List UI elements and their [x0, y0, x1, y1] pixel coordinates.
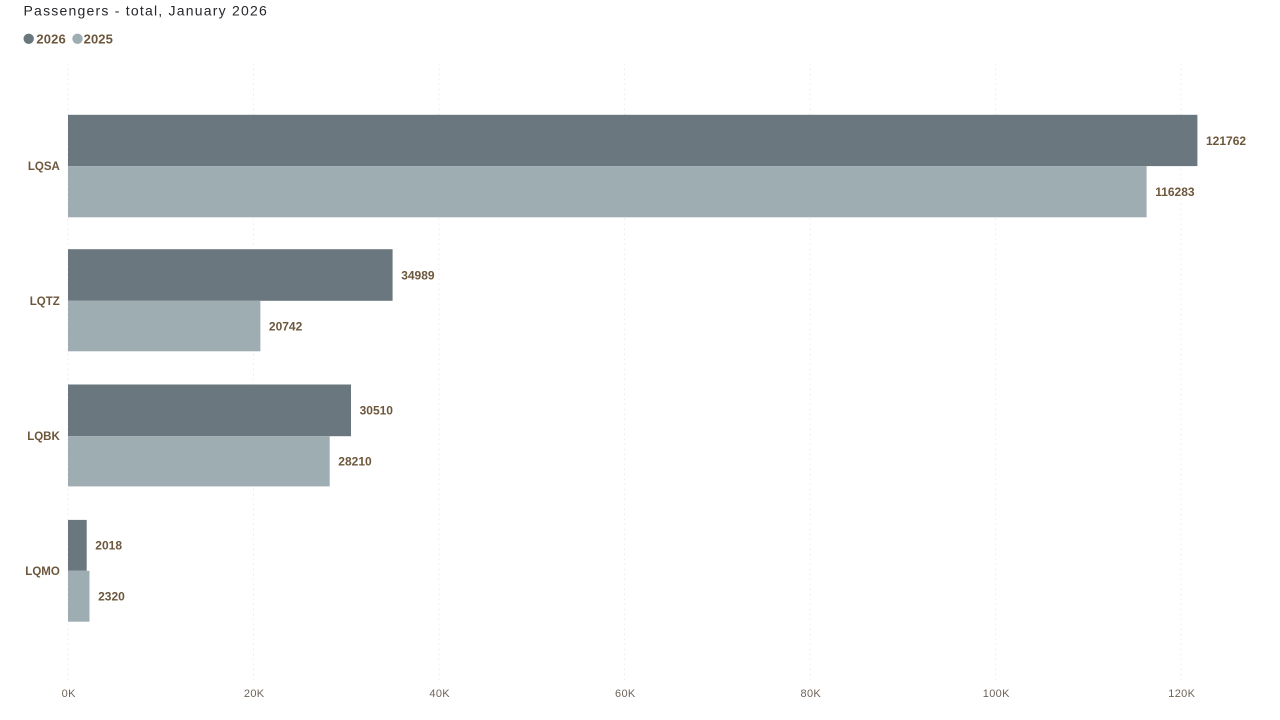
svg-text:0K: 0K [62, 688, 76, 700]
svg-text:116283: 116283 [1155, 185, 1195, 199]
svg-text:2018: 2018 [95, 539, 122, 553]
svg-text:LQBK: LQBK [27, 431, 60, 443]
svg-text:2025: 2025 [84, 31, 113, 46]
svg-text:2320: 2320 [98, 590, 125, 604]
svg-text:100K: 100K [983, 688, 1010, 700]
svg-text:120K: 120K [1168, 688, 1195, 700]
svg-text:20K: 20K [244, 688, 265, 700]
svg-text:LQTZ: LQTZ [30, 296, 60, 308]
svg-text:30510: 30510 [360, 404, 394, 418]
svg-text:Passengers - total, January 20: Passengers - total, January 2026 [24, 2, 269, 18]
svg-text:LQSA: LQSA [28, 161, 60, 173]
svg-text:121762: 121762 [1206, 134, 1246, 148]
svg-text:80K: 80K [800, 688, 821, 700]
svg-text:40K: 40K [429, 688, 450, 700]
svg-text:28210: 28210 [338, 455, 372, 469]
svg-text:LQMO: LQMO [25, 566, 60, 578]
svg-text:2026: 2026 [36, 31, 65, 46]
svg-text:20742: 20742 [269, 320, 303, 334]
svg-text:60K: 60K [615, 688, 636, 700]
svg-text:34989: 34989 [401, 268, 435, 282]
